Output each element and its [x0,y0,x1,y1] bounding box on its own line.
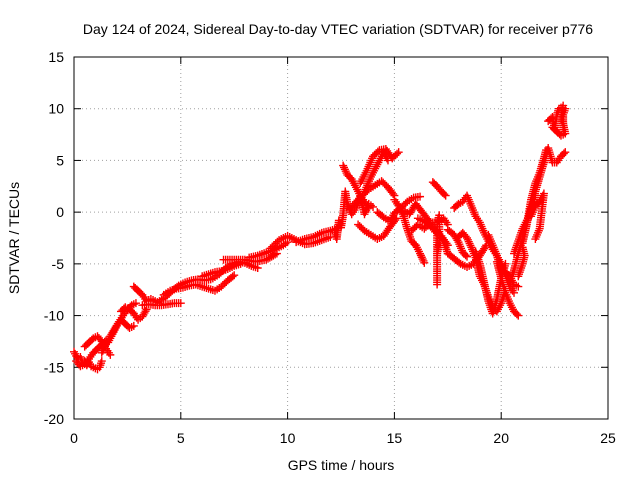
data-point [419,256,428,265]
data-point [559,149,568,158]
x-tick-label: 5 [177,430,185,446]
data-point [514,311,523,320]
data-point [518,243,527,252]
data-point [383,156,392,165]
x-axis-label: GPS time / hours [288,457,395,473]
y-tick-label: -15 [44,359,64,375]
data-point [463,252,472,261]
data-point [441,191,450,200]
data-point [433,249,442,258]
grid [74,57,608,419]
y-tick-labels: -20 -15 -10 -5 0 5 10 15 [44,49,64,427]
x-tick-label: 25 [600,430,616,446]
data-point [465,239,474,248]
x-tick-label: 20 [493,430,509,446]
data-point [416,251,425,260]
plot-frame [73,56,609,420]
data-point [512,310,521,319]
x-tick-labels: 0 5 10 15 20 25 [70,430,616,446]
data-point [97,357,106,366]
x-tick-label: 15 [387,430,403,446]
data-point [531,235,540,244]
data-point [369,202,378,211]
data-point [466,241,475,250]
data-point [542,146,551,155]
data-point [416,249,425,258]
data-point [463,234,472,242]
data-point [393,149,402,158]
data-point [418,255,427,264]
data-point [548,123,557,132]
data-points [70,101,570,374]
y-tick-label: -20 [44,411,64,427]
y-axis-label: SDTVAR / TECUs [6,182,22,294]
y-tick-label: -5 [52,256,65,272]
data-point [440,190,449,199]
y-tick-label: 10 [48,101,64,117]
data-point [129,321,138,330]
data-point [339,161,348,170]
y-tick-label: -10 [44,308,64,324]
data-point [228,272,237,281]
x-tick-label: 0 [70,430,78,446]
data-point [461,251,470,260]
data-point [510,288,519,297]
data-point [339,163,348,172]
data-point [463,235,472,244]
y-tick-label: 0 [56,204,64,220]
data-point [464,237,473,246]
data-point [364,204,373,213]
data-point [514,282,523,291]
data-point [417,253,426,262]
data-point [106,350,115,359]
data-point [389,189,398,198]
data-point [340,165,349,174]
data-point [341,167,350,176]
y-tick-label: 5 [56,152,64,168]
data-point [97,359,106,368]
data-point [141,307,150,316]
data-point [549,124,558,133]
data-point [131,299,140,308]
x-tick-label: 10 [280,430,296,446]
data-point [416,192,425,201]
data-point [561,148,570,157]
axis-ticks [73,56,609,420]
data-point [176,299,185,308]
chart-title: Day 124 of 2024, Sidereal Day-to-day VTE… [83,21,593,37]
data-point [561,104,570,113]
data-point [420,258,429,267]
data-point [230,271,239,280]
y-tick-label: 15 [48,49,64,65]
data-point [394,148,403,157]
